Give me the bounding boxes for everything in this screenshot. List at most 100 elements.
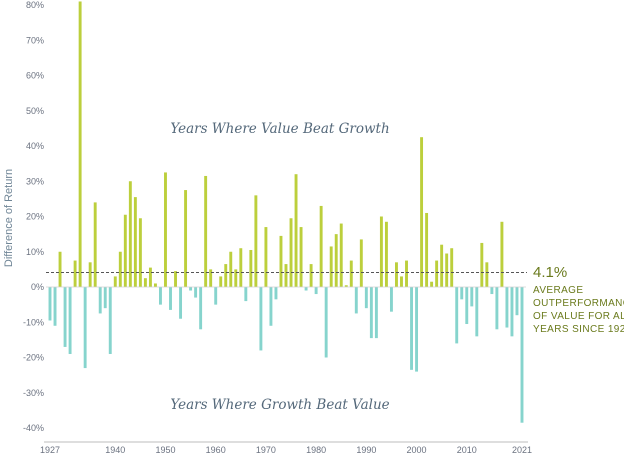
bar-1943 — [128, 181, 132, 287]
bar-1932 — [73, 260, 77, 287]
y-axis-label: Difference of Return — [3, 169, 15, 267]
bar-1962 — [224, 264, 228, 287]
bar-1992 — [374, 287, 378, 339]
bar-1945 — [138, 218, 142, 287]
y-tick-label: 10% — [26, 247, 44, 257]
bar-1981 — [319, 205, 323, 287]
bar-1958 — [204, 175, 208, 287]
bar-1978 — [304, 287, 308, 291]
x-tick-label: 1940 — [105, 445, 125, 455]
bar-1967 — [249, 249, 253, 287]
bar-1930 — [63, 287, 67, 347]
bar-2019 — [510, 287, 514, 337]
x-tick-label: 1950 — [155, 445, 175, 455]
bar-1950 — [164, 172, 167, 287]
bar-1944 — [133, 197, 137, 287]
bar-2014 — [485, 262, 489, 287]
bar-1976 — [294, 174, 298, 287]
bar-2017 — [500, 221, 504, 287]
y-tick-label: -40% — [23, 423, 44, 433]
bar-2021 — [520, 287, 524, 423]
bar-1965 — [239, 248, 243, 287]
bar-1963 — [229, 251, 233, 287]
bar-1960 — [214, 287, 218, 305]
bar-1987 — [349, 260, 353, 287]
bar-1968 — [254, 195, 258, 287]
y-tick-label: 30% — [26, 176, 44, 186]
bar-1983 — [329, 246, 333, 287]
bar-1940 — [113, 276, 117, 287]
bar-2001 — [420, 137, 424, 287]
bar-1929 — [58, 251, 62, 287]
bar-1993 — [379, 216, 383, 287]
bar-1949 — [159, 287, 162, 305]
bar-1964 — [234, 269, 238, 288]
bar-1970 — [264, 227, 268, 287]
bar-1935 — [88, 262, 92, 287]
bar-1936 — [93, 202, 97, 287]
bar-1986 — [344, 285, 348, 287]
bar-2005 — [440, 244, 444, 287]
bar-1972 — [274, 287, 278, 300]
bar-2009 — [460, 287, 464, 300]
x-tick-label: 1960 — [206, 445, 226, 455]
bar-2008 — [455, 287, 459, 344]
y-tick-label: 50% — [26, 106, 44, 116]
bar-1979 — [309, 264, 313, 287]
average-note-line-4: YEARS SINCE 1927 — [533, 324, 624, 335]
average-note-line-3: OF VALUE FOR ALL — [533, 311, 624, 322]
value-beat-growth-annotation: Years Where Value Beat Growth — [170, 121, 389, 137]
bar-2000 — [415, 287, 419, 372]
bar-1971 — [269, 287, 273, 326]
average-note-line-1: AVERAGE — [533, 285, 583, 296]
bar-1939 — [108, 287, 112, 354]
x-tick-label: 1980 — [306, 445, 326, 455]
bar-1938 — [103, 287, 107, 309]
bar-1973 — [279, 235, 283, 287]
bar-2004 — [435, 260, 439, 287]
bar-1955 — [189, 287, 193, 291]
bar-1961 — [219, 276, 223, 287]
bar-2015 — [490, 287, 494, 295]
bar-1928 — [53, 287, 57, 326]
y-tick-label: 0% — [31, 282, 44, 292]
bar-2018 — [505, 287, 509, 328]
bar-1996 — [395, 262, 398, 287]
y-tick-label: 80% — [26, 0, 44, 10]
bar-1953 — [179, 287, 183, 319]
bar-1927 — [48, 287, 52, 321]
bar-1957 — [199, 287, 203, 330]
y-tick-label: 40% — [26, 141, 44, 151]
average-note-line-2: OUTPERFORMANCE — [533, 298, 624, 309]
bar-2011 — [470, 287, 474, 307]
y-tick-label: 60% — [26, 71, 44, 81]
bar-1959 — [209, 269, 213, 288]
bar-2003 — [430, 281, 434, 287]
bar-1975 — [289, 218, 293, 287]
bars-group — [48, 1, 524, 423]
bar-1990 — [364, 287, 368, 309]
bar-2013 — [480, 242, 484, 287]
bar-1942 — [123, 214, 127, 287]
bar-1952 — [174, 271, 177, 287]
y-axis-ticks: -40% -30% -20% -10% 0% 10% 20% 30% 40% 50% 60% 70% 8… — [23, 0, 44, 433]
bar-1931 — [68, 287, 72, 354]
bar-1995 — [389, 287, 393, 312]
x-axis-ticks: 1927 1940 1950 1960 1970 1980 1990 2000 2010 2021 — [40, 445, 532, 455]
bar-1985 — [339, 223, 343, 287]
bar-2007 — [450, 248, 454, 287]
bar-1984 — [334, 234, 338, 288]
bar-1989 — [359, 239, 363, 287]
bar-2020 — [515, 287, 519, 316]
bar-1951 — [169, 287, 172, 310]
bar-1999 — [410, 287, 413, 370]
bar-1980 — [314, 287, 318, 295]
y-tick-label: -20% — [23, 353, 44, 363]
x-tick-label: 1927 — [40, 445, 60, 455]
bar-1946 — [143, 278, 147, 287]
bar-1948 — [153, 283, 157, 287]
bar-2006 — [445, 253, 449, 287]
bar-1998 — [405, 260, 408, 287]
y-tick-label: 70% — [26, 35, 44, 45]
